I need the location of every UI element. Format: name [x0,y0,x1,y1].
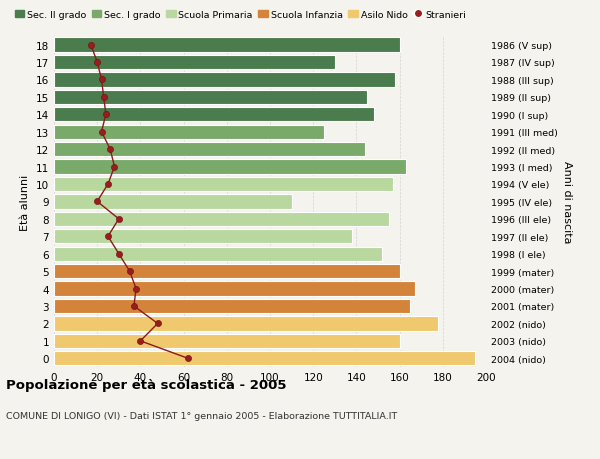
Y-axis label: Età alunni: Età alunni [20,174,31,230]
Text: COMUNE DI LONIGO (VI) - Dati ISTAT 1° gennaio 2005 - Elaborazione TUTTITALIA.IT: COMUNE DI LONIGO (VI) - Dati ISTAT 1° ge… [6,411,397,420]
Bar [54,264,400,279]
Bar [54,178,393,192]
Legend: Sec. II grado, Sec. I grado, Scuola Primaria, Scuola Infanzia, Asilo Nido, Stran: Sec. II grado, Sec. I grado, Scuola Prim… [11,7,470,23]
Point [92,198,102,206]
Y-axis label: Anni di nascita: Anni di nascita [562,161,572,243]
Bar [54,108,374,122]
Point [103,181,113,188]
Point [136,337,145,345]
Point [103,233,113,241]
Bar [54,247,382,261]
Point [114,216,124,223]
Bar [54,317,439,331]
Point [114,251,124,258]
Bar [54,143,365,157]
Bar [54,212,389,226]
Point [131,285,141,292]
Point [97,77,106,84]
Point [153,320,163,327]
Point [129,302,139,310]
Bar [54,195,292,209]
Point [125,268,134,275]
Bar [54,90,367,105]
Bar [54,73,395,87]
Point [183,355,193,362]
Bar [54,56,335,70]
Point [110,163,119,171]
Point [106,146,115,153]
Point [101,112,110,119]
Bar [54,334,400,348]
Bar [54,282,415,296]
Bar [54,38,400,52]
Bar [54,125,324,140]
Point [86,42,95,49]
Bar [54,352,475,366]
Text: Popolazione per età scolastica - 2005: Popolazione per età scolastica - 2005 [6,379,287,392]
Bar [54,160,406,174]
Point [99,94,109,101]
Bar [54,299,410,313]
Bar [54,230,352,244]
Point [97,129,106,136]
Point [92,59,102,67]
